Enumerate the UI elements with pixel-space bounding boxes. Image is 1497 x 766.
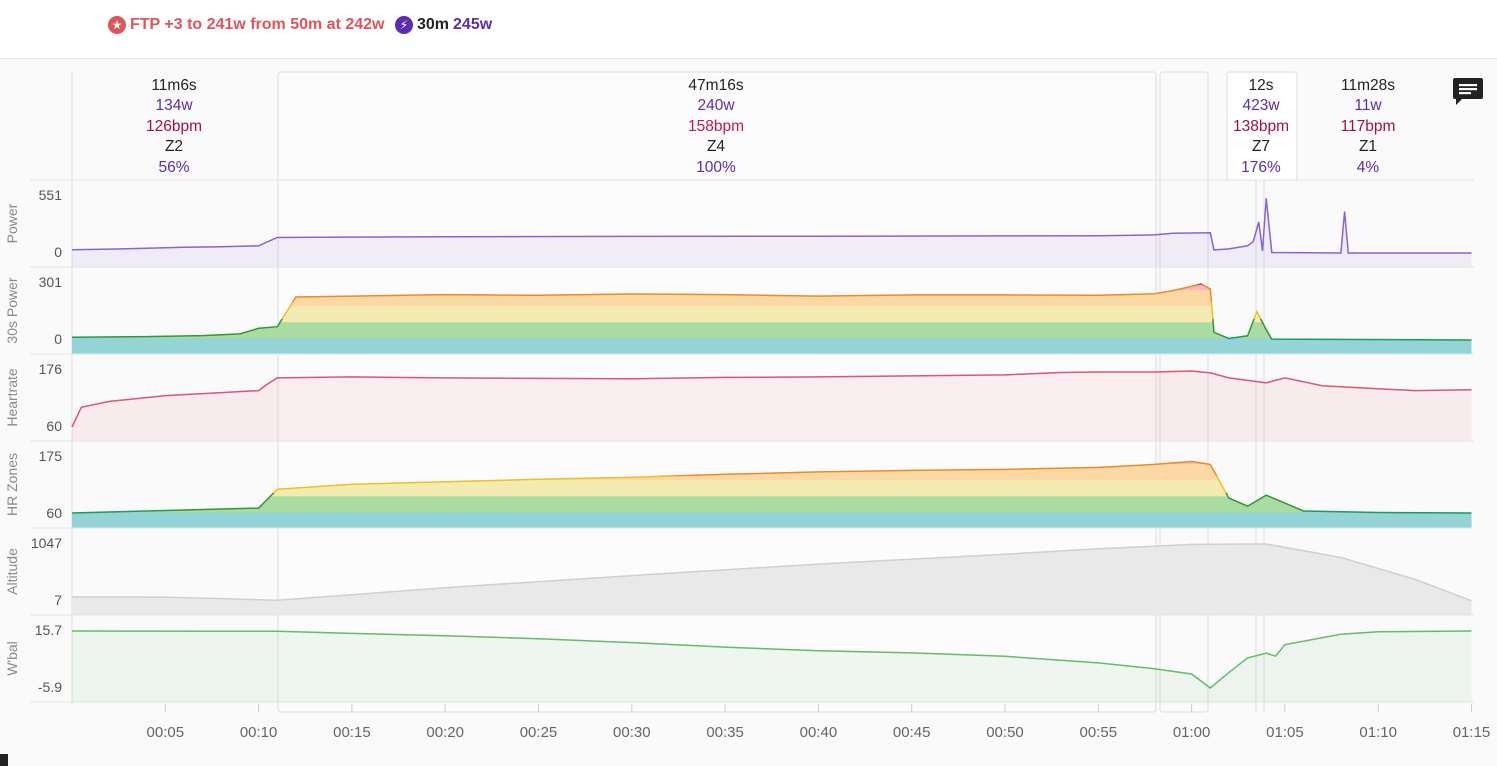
x-tick-label: 00:05 [147, 724, 185, 741]
interval-3-duration: 12s [1249, 77, 1274, 94]
series-area [72, 198, 1472, 267]
series-line [71, 630, 1472, 689]
panel-power: 551 0 Power [4, 179, 1474, 267]
y-axis-label: Heartrate [4, 368, 20, 427]
y-tick-max: 15.7 [35, 622, 62, 638]
bolt-icon: ⚡ [395, 16, 413, 34]
best-power-badge[interactable]: ⚡ 30m 245w [395, 14, 492, 36]
x-tick-label: 00:25 [520, 724, 558, 741]
interval-box-main [277, 71, 1157, 713]
x-tick-label: 01:15 [1453, 724, 1491, 741]
x-tick-label: 00:10 [240, 724, 278, 741]
x-tick-label: 00:30 [613, 724, 651, 741]
x-tick-label: 00:45 [893, 724, 931, 741]
x-tick-label: 00:15 [333, 724, 371, 741]
y-tick-max: 176 [39, 361, 63, 377]
interval-2-power: 240w [697, 97, 735, 114]
y-tick-max: 175 [39, 448, 63, 464]
interval-1-duration: 11m6s [151, 77, 197, 94]
panel-w-bal: 15.7 -5.9 W'bal [4, 614, 1474, 703]
interval-4-pct: 4% [1357, 159, 1380, 176]
panel-heartrate: 176 60 Heartrate [4, 353, 1474, 441]
x-tick-label: 01:10 [1359, 724, 1397, 741]
series-line [71, 460, 1472, 514]
zone-band-3 [72, 479, 1472, 497]
x-tick-label: 01:00 [1173, 724, 1211, 741]
interval-3-hr: 138bpm [1233, 118, 1289, 135]
interval-1-zone: Z2 [165, 138, 183, 155]
y-tick-max: 551 [39, 187, 63, 203]
x-tick-label: 00:55 [1080, 724, 1118, 741]
y-tick-min: 0 [54, 244, 62, 260]
series-area [72, 631, 1472, 702]
series-line [71, 543, 1472, 602]
series-line [71, 283, 1472, 341]
y-tick-max: 301 [39, 274, 63, 290]
interval-2-zone: Z4 [707, 138, 725, 155]
panel-altitude: 1047 7 Altitude [4, 527, 1474, 615]
zone-band-2 [72, 321, 1472, 339]
series-area [72, 371, 1472, 441]
comment-button[interactable] [1452, 76, 1484, 108]
interval-3-pct: 176% [1241, 159, 1281, 176]
series-line [71, 370, 1472, 428]
interval-4-power: 11w [1354, 97, 1382, 114]
x-tick-label: 01:05 [1266, 724, 1304, 741]
zone-band-1 [72, 511, 1472, 528]
interval-1-pct: 56% [158, 159, 189, 176]
interval-box-gap [1159, 71, 1209, 713]
interval-4-zone: Z1 [1359, 138, 1377, 155]
interval-4-hr: 117bpm [1341, 118, 1396, 135]
y-axis-label: W'bal [4, 641, 20, 676]
interval-2-duration: 47m16s [688, 77, 743, 94]
zone-band-3 [72, 305, 1472, 323]
x-tick-label: 00:35 [706, 724, 744, 741]
interval-2-hr: 158bpm [688, 118, 744, 135]
interval-3-power: 423w [1242, 97, 1280, 114]
x-tick-label: 00:50 [986, 724, 1024, 741]
series-area [72, 544, 1472, 615]
interval-1-power: 134w [155, 97, 193, 114]
y-tick-min: 60 [46, 505, 62, 521]
y-tick-min: 7 [54, 592, 62, 608]
y-axis-label: 30s Power [4, 277, 20, 343]
header-bar: ★ FTP +3 to 241w from 50m at 242w ⚡ 30m … [0, 0, 1497, 59]
interval-summaries: 11m6s 134w 126bpm Z2 56% 47m16s 240w 158bpm Z4 10… [71, 71, 1396, 713]
page-corner-marker [0, 754, 8, 766]
interval-4-duration: 11m28s [1341, 77, 1395, 94]
y-axis-label: Altitude [4, 548, 20, 595]
y-axis-label: Power [4, 203, 20, 243]
interval-2-pct: 100% [696, 159, 736, 176]
x-axis: 00:05 00:10 00:15 00:20 00:25 00:30 00:35 00:40… [147, 704, 1491, 741]
y-tick-max: 1047 [31, 535, 62, 551]
y-tick-min: 60 [46, 418, 62, 434]
y-tick-min: -5.9 [38, 679, 62, 695]
y-axis-label: HR Zones [4, 453, 20, 516]
x-tick-label: 00:20 [426, 724, 464, 741]
series-line [71, 198, 1472, 254]
ftp-change-text: FTP +3 to 241w from 50m at 242w [130, 16, 385, 33]
interval-1-hr: 126bpm [146, 118, 202, 135]
star-icon: ★ [108, 16, 126, 34]
zone-band-1 [72, 337, 1472, 354]
comment-icon [1453, 78, 1483, 105]
y-tick-min: 0 [54, 331, 62, 347]
zone-band-2 [72, 495, 1472, 513]
best-power-value: 245w [453, 16, 493, 33]
ftp-change-badge[interactable]: ★ FTP +3 to 241w from 50m at 242w [108, 14, 384, 36]
best-power-duration: 30m [417, 16, 450, 33]
x-tick-label: 00:40 [800, 724, 838, 741]
interval-3-zone: Z7 [1252, 138, 1270, 155]
